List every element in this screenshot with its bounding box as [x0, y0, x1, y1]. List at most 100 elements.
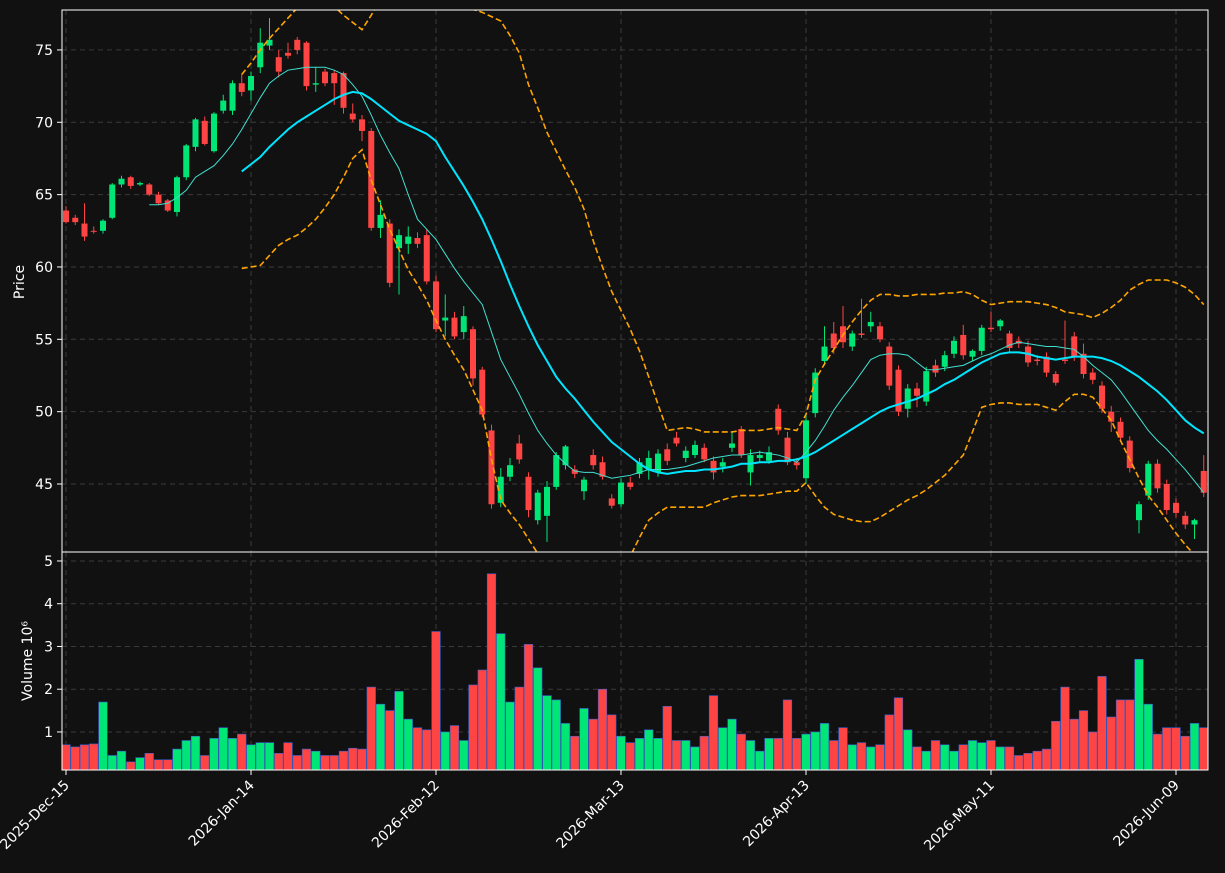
volume-bar — [1078, 710, 1089, 770]
volume-bar — [773, 738, 783, 770]
volume-bar — [89, 743, 99, 770]
candle-body — [1099, 385, 1105, 409]
volume-bar — [1143, 703, 1153, 770]
volume-bar — [634, 738, 645, 770]
volume-bar — [838, 727, 848, 770]
volume-bar — [533, 667, 543, 770]
volume-bar — [403, 718, 413, 770]
candle-body — [1071, 336, 1078, 357]
candle-body — [821, 346, 828, 362]
volume-bar — [135, 757, 145, 770]
volume-bar — [329, 755, 339, 770]
candle-body — [655, 453, 661, 473]
candle-body — [636, 462, 643, 474]
y-tick-label: 65 — [35, 188, 53, 204]
volume-bar — [866, 746, 876, 770]
volume-bar — [320, 755, 330, 770]
panel-frame — [61, 551, 1209, 771]
candle-body — [978, 327, 985, 351]
volume-bar — [893, 697, 904, 770]
volume-bar — [1106, 716, 1116, 770]
candle-body — [238, 83, 245, 92]
volume-bar — [819, 723, 830, 770]
candle-body — [1191, 520, 1198, 525]
y-tick-label: 1 — [44, 725, 53, 741]
volume-bar — [1069, 718, 1079, 770]
volume-bar — [1152, 733, 1163, 770]
volume-bar — [1199, 727, 1208, 770]
candle-body — [951, 340, 957, 354]
candle-body — [497, 476, 504, 503]
candle-body — [673, 437, 680, 444]
volume-bar — [708, 695, 719, 770]
volume-bar — [62, 744, 71, 770]
volume-bar — [246, 744, 256, 770]
volume-bar — [616, 735, 626, 770]
candle-body — [63, 210, 69, 223]
volume-bar — [449, 725, 460, 770]
candle-body — [988, 327, 994, 330]
volume-bar — [1189, 723, 1200, 770]
volume-bar — [792, 738, 802, 770]
candle-body — [886, 346, 893, 386]
candle-body — [775, 408, 782, 431]
volume-bar — [570, 735, 580, 770]
volume-bar — [237, 733, 247, 770]
volume-bar — [274, 753, 284, 770]
volume-bar — [172, 748, 182, 770]
volume-bar — [311, 750, 321, 770]
volume-bar — [764, 738, 774, 770]
volume-bar — [884, 714, 894, 770]
volume-bar — [153, 759, 164, 770]
candle-body — [183, 145, 190, 178]
candle-body — [534, 492, 541, 521]
volume-bar — [375, 703, 386, 770]
volume-bar — [486, 573, 497, 770]
candle-body — [285, 52, 291, 56]
candle-body — [460, 316, 467, 333]
candle-body — [682, 450, 689, 458]
candle-body — [830, 333, 837, 348]
candle-body — [220, 100, 227, 111]
candle-body — [109, 184, 116, 218]
candle-body — [738, 429, 745, 456]
candle-body — [1126, 440, 1133, 469]
candle-body — [627, 482, 634, 487]
candle-body — [1034, 359, 1041, 362]
volume-bar — [699, 735, 709, 770]
candle-body — [969, 350, 976, 357]
volume-bar — [718, 727, 728, 770]
candle-body — [618, 482, 624, 505]
candle-body — [553, 455, 560, 487]
candle-body — [581, 479, 587, 492]
candle-body — [331, 73, 338, 84]
volume-bar — [856, 742, 867, 770]
candle-body — [1006, 333, 1013, 348]
candle-body — [1043, 356, 1050, 373]
candle-body — [127, 177, 134, 186]
candle-body — [146, 184, 153, 195]
volume-bar — [1041, 748, 1052, 770]
candle-body — [590, 455, 597, 466]
candle-body — [164, 200, 171, 211]
volume-bar — [986, 740, 996, 770]
volume-bar — [653, 738, 663, 770]
volume-bar — [431, 631, 441, 770]
overlay-line — [149, 66, 1205, 493]
volume-bar — [829, 740, 839, 770]
volume-bar — [1023, 753, 1033, 770]
candle-body — [266, 39, 273, 46]
candle-body — [294, 39, 301, 50]
candle-body — [923, 371, 930, 402]
candle-body — [1145, 463, 1152, 496]
candle-body — [303, 42, 310, 87]
volume-bar — [1115, 699, 1126, 770]
overlay-line — [241, 148, 1193, 552]
volume-bar — [514, 686, 524, 770]
volume-bar — [597, 688, 608, 770]
volume-plot — [62, 573, 1208, 770]
volume-bar — [958, 744, 968, 770]
volume-bar — [116, 750, 127, 770]
volume-bar — [690, 746, 700, 770]
